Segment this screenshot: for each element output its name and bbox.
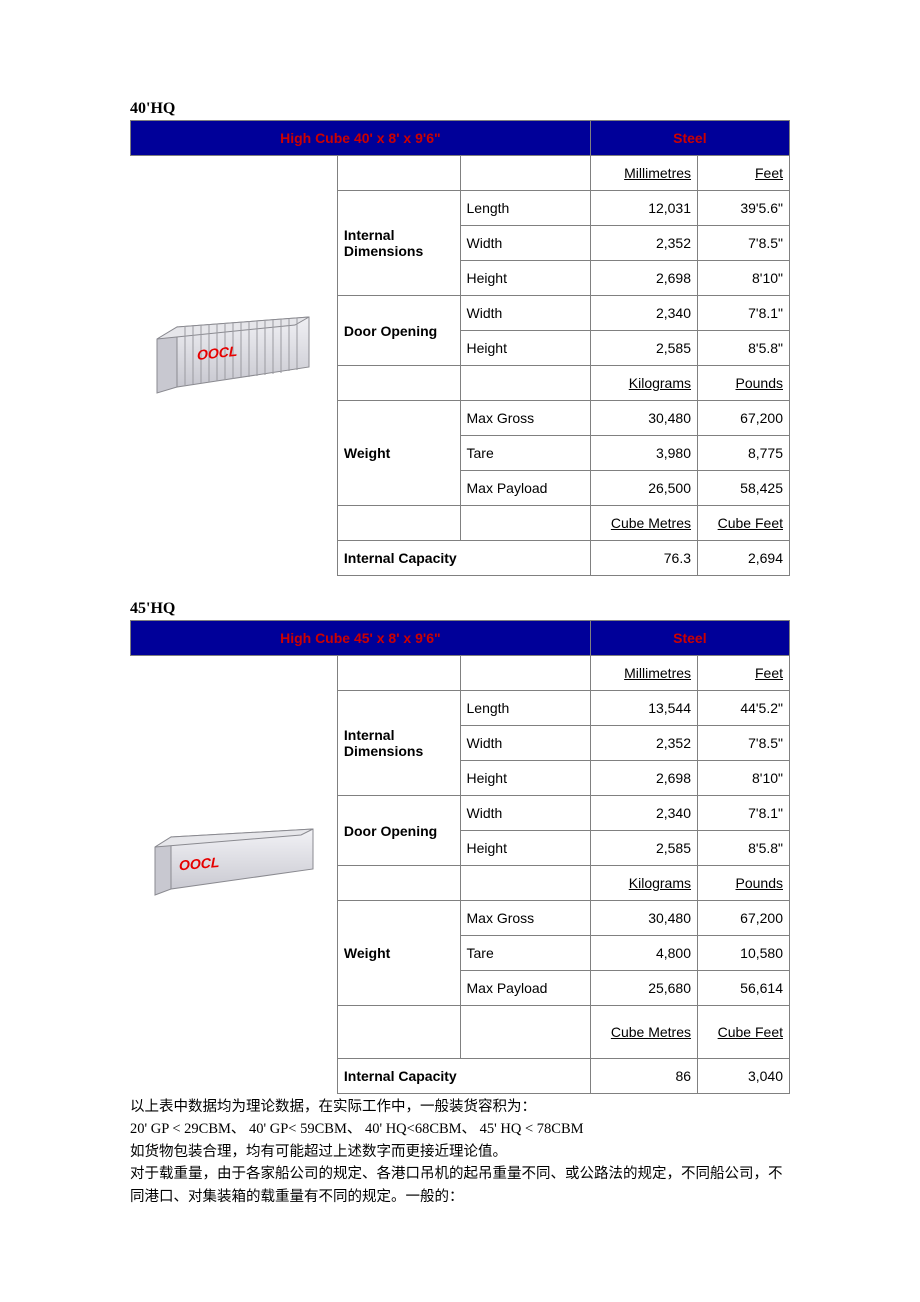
door-width-mm-45: 2,340 — [590, 796, 697, 831]
gross-kg-45: 30,480 — [590, 901, 697, 936]
door-height-label: Height — [460, 331, 590, 366]
footnote-line-3: 如货物包装合理，均有可能超过上述数字而更接近理论值。 — [130, 1141, 790, 1163]
capacity-label-45: Internal Capacity — [337, 1059, 590, 1094]
capacity-m3: 76.3 — [590, 541, 697, 576]
height-mm: 2,698 — [590, 261, 697, 296]
length-ft-45: 44'5.2" — [698, 691, 790, 726]
door-height-mm-45: 2,585 — [590, 831, 697, 866]
length-label: Length — [460, 191, 590, 226]
footnote-line-2: 20' GP < 29CBM、 40' GP< 59CBM、 40' HQ<68… — [130, 1118, 790, 1140]
section-45hq-title: 45'HQ — [130, 600, 790, 618]
door-height-ft: 8'5.8" — [698, 331, 790, 366]
width-ft-45: 7'8.5" — [698, 726, 790, 761]
container-image-40hq: OOCL — [131, 156, 338, 541]
unit-ft: Feet — [698, 156, 790, 191]
height-ft: 8'10" — [698, 261, 790, 296]
unit-m3-45: Cube Metres — [590, 1006, 697, 1059]
door-width-label: Width — [460, 296, 590, 331]
hdr-left-45: High Cube 45' x 8' x 9'6" — [131, 621, 591, 656]
tare-label-45: Tare — [460, 936, 590, 971]
width-ft: 7'8.5" — [698, 226, 790, 261]
gross-lb-45: 67,200 — [698, 901, 790, 936]
unit-m3: Cube Metres — [590, 506, 697, 541]
footnote-line-1: 以上表中数据均为理论数据，在实际工作中，一般装货容积为： — [130, 1096, 790, 1118]
hdr-right-45: Steel — [590, 621, 789, 656]
capacity-label: Internal Capacity — [337, 541, 590, 576]
unit-kg: Kilograms — [590, 366, 697, 401]
hdr-left: High Cube 40' x 8' x 9'6" — [131, 121, 591, 156]
door-width-ft-45: 7'8.1" — [698, 796, 790, 831]
payload-label-45: Max Payload — [460, 971, 590, 1006]
door-height-label-45: Height — [460, 831, 590, 866]
group-door-45: Door Opening — [337, 796, 460, 866]
spec-table-40hq: High Cube 40' x 8' x 9'6" Steel — [130, 120, 790, 576]
door-height-ft-45: 8'5.8" — [698, 831, 790, 866]
gross-kg: 30,480 — [590, 401, 697, 436]
tare-lb: 8,775 — [698, 436, 790, 471]
payload-kg: 26,500 — [590, 471, 697, 506]
payload-label: Max Payload — [460, 471, 590, 506]
tare-kg-45: 4,800 — [590, 936, 697, 971]
payload-lb-45: 56,614 — [698, 971, 790, 1006]
capacity-ft3-45: 3,040 — [698, 1059, 790, 1094]
width-mm-45: 2,352 — [590, 726, 697, 761]
height-ft-45: 8'10" — [698, 761, 790, 796]
group-internal: Internal Dimensions — [337, 191, 460, 296]
unit-ft3: Cube Feet — [698, 506, 790, 541]
spec-table-45hq: High Cube 45' x 8' x 9'6" Steel OOCL — [130, 620, 790, 1094]
footnote-line-4: 对于载重量，由于各家船公司的规定、各港口吊机的起吊重量不同、或公路法的规定，不同… — [130, 1163, 790, 1208]
door-width-label-45: Width — [460, 796, 590, 831]
unit-lb: Pounds — [698, 366, 790, 401]
width-label: Width — [460, 226, 590, 261]
group-weight: Weight — [337, 401, 460, 506]
payload-kg-45: 25,680 — [590, 971, 697, 1006]
gross-label-45: Max Gross — [460, 901, 590, 936]
tare-lb-45: 10,580 — [698, 936, 790, 971]
unit-mm: Millimetres — [590, 156, 697, 191]
unit-ft3-45: Cube Feet — [698, 1006, 790, 1059]
hdr-right: Steel — [590, 121, 789, 156]
gross-lb: 67,200 — [698, 401, 790, 436]
gross-label: Max Gross — [460, 401, 590, 436]
unit-kg-45: Kilograms — [590, 866, 697, 901]
unit-ft-45: Feet — [698, 656, 790, 691]
group-door: Door Opening — [337, 296, 460, 366]
height-label: Height — [460, 261, 590, 296]
height-label-45: Height — [460, 761, 590, 796]
length-ft: 39'5.6" — [698, 191, 790, 226]
length-mm-45: 13,544 — [590, 691, 697, 726]
tare-label: Tare — [460, 436, 590, 471]
length-mm: 12,031 — [590, 191, 697, 226]
footnotes: 以上表中数据均为理论数据，在实际工作中，一般装货容积为： 20' GP < 29… — [130, 1096, 790, 1208]
length-label-45: Length — [460, 691, 590, 726]
payload-lb: 58,425 — [698, 471, 790, 506]
door-height-mm: 2,585 — [590, 331, 697, 366]
group-weight-45: Weight — [337, 901, 460, 1006]
width-label-45: Width — [460, 726, 590, 761]
unit-lb-45: Pounds — [698, 866, 790, 901]
capacity-m3-45: 86 — [590, 1059, 697, 1094]
door-width-mm: 2,340 — [590, 296, 697, 331]
tare-kg: 3,980 — [590, 436, 697, 471]
width-mm: 2,352 — [590, 226, 697, 261]
height-mm-45: 2,698 — [590, 761, 697, 796]
door-width-ft: 7'8.1" — [698, 296, 790, 331]
capacity-ft3: 2,694 — [698, 541, 790, 576]
unit-mm-45: Millimetres — [590, 656, 697, 691]
container-image-45hq: OOCL — [131, 656, 338, 1059]
section-40hq-title: 40'HQ — [130, 100, 790, 118]
group-internal-45: Internal Dimensions — [337, 691, 460, 796]
